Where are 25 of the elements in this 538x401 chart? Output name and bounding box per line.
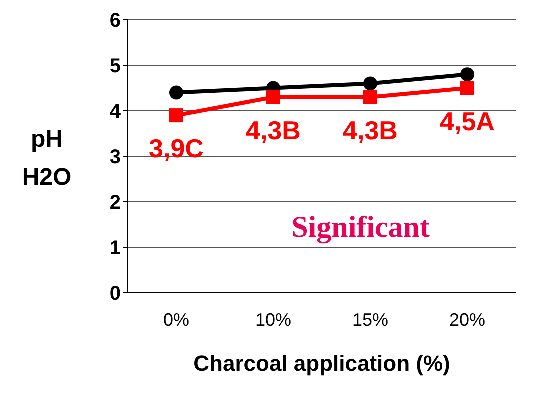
y-tick-label: 1 [110,238,121,260]
y-tick-label: 4 [110,101,122,124]
y-tick-label: 3 [110,146,121,169]
data-label: 4,3B [246,115,301,146]
x-tick-label: 10% [255,310,292,330]
point [460,81,474,96]
point [170,108,184,123]
data-label: 4,3B [343,115,398,146]
point [266,90,280,104]
x-axis-title: Charcoal application (%) [192,351,452,377]
x-tick-label: 20% [449,310,486,330]
point [364,76,378,91]
point [460,68,474,82]
y-tick-label: 0 [110,283,121,306]
data-label: 3,9C [149,134,204,164]
y-tick-label: 5 [110,56,121,78]
x-tick-label: 0% [163,310,190,330]
data-label: 4,5A [440,106,496,136]
x-tick-label: 15% [352,310,389,330]
y-axis-title: pH H2O [21,124,73,192]
point [170,86,184,100]
point [364,90,378,104]
y-tick-label: 2 [110,192,121,214]
y-tick-label: 6 [110,10,121,32]
annotation: Significant [290,211,431,246]
